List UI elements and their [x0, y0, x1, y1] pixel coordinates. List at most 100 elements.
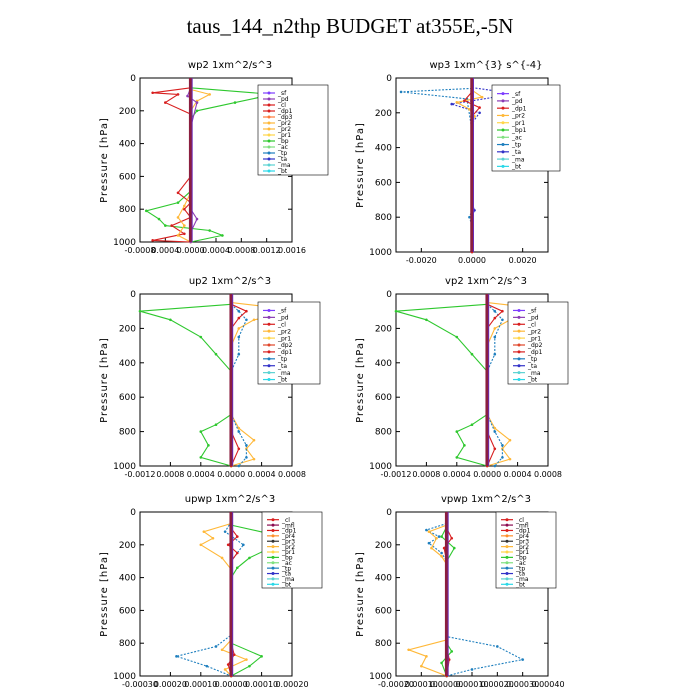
legend: _sf_pd_cl_pr2_pr1_dp2_dp1_tp_ta_ma_bt — [507, 301, 569, 385]
data-point — [450, 102, 454, 106]
x-tick-label: -0.0012 — [125, 470, 156, 479]
x-tick-label: -0.0020 — [406, 256, 437, 265]
legend-label: _mfl — [515, 522, 529, 529]
series-line-pr2 — [406, 524, 448, 677]
series-line-pr2 — [199, 522, 248, 677]
data-point — [420, 664, 423, 668]
data-point — [226, 543, 230, 547]
data-point — [151, 91, 154, 95]
legend-label: _ac — [281, 560, 292, 567]
series-line-bp — [144, 87, 274, 243]
legend-label: _ta — [511, 149, 521, 156]
y-axis-label: Pressure [hPa] — [99, 117, 110, 203]
data-point — [245, 658, 248, 661]
legend-marker — [271, 582, 275, 586]
legend-marker — [267, 315, 271, 319]
legend: _sf_pd_dp1_pr2_pr1_bp1_ac_tp_ta_ma_bt — [491, 84, 561, 172]
panel-title: up2 1xm^2/s^3 — [189, 276, 271, 287]
data-point — [437, 535, 441, 538]
legend-marker — [271, 550, 275, 554]
panel-5: upwp 1xm^2/s^3 0 200 400 600 800 1000 Pressure … — [99, 494, 323, 689]
y-tick-label: 600 — [375, 393, 392, 403]
legend-label: _pr2 — [527, 328, 541, 335]
data-point — [455, 101, 459, 104]
data-point — [493, 316, 497, 320]
data-point — [237, 309, 241, 313]
legend-marker — [505, 561, 509, 565]
legend-label: _sf — [511, 91, 521, 98]
data-point — [260, 655, 263, 658]
legend-marker — [501, 150, 505, 154]
data-point — [176, 234, 180, 237]
legend-label: _bp — [281, 555, 293, 562]
x-tick-label: 0.0008 — [156, 470, 184, 479]
data-point — [214, 352, 218, 356]
data-point — [237, 316, 241, 320]
data-point — [195, 101, 199, 104]
data-point — [176, 201, 180, 204]
data-point — [252, 438, 256, 442]
panel-4: vp2 1xm^2/s^3 0 200 400 600 800 1000 Pressure [… — [355, 276, 569, 479]
legend-marker — [267, 163, 271, 167]
data-point — [463, 444, 466, 447]
series-line-bp — [395, 303, 488, 467]
legend-marker — [501, 92, 505, 96]
data-point — [199, 456, 203, 459]
x-tick-label: 0.0016 — [278, 246, 306, 255]
legend-marker — [501, 157, 505, 161]
legend-marker — [267, 329, 271, 333]
legend-marker — [505, 518, 509, 522]
legend: _sf_pd_cl_dp1_dp3_pr2_pr2_pr1_bp_ac_tp_t… — [257, 84, 329, 176]
data-point — [508, 457, 512, 461]
data-point — [164, 101, 167, 104]
panel-title: wp3 1xm^{3} s^{-4} — [429, 60, 542, 71]
legend-label: _dp2 — [277, 342, 293, 349]
y-tick-label: 800 — [375, 639, 392, 649]
data-point — [220, 648, 224, 652]
series-line-pr2 — [455, 89, 484, 252]
legend-marker — [267, 145, 271, 149]
y-tick-label: 600 — [119, 606, 136, 616]
y-tick-label: 200 — [119, 541, 136, 551]
series-line-bp — [139, 303, 232, 467]
data-point — [242, 543, 245, 547]
panel-1: wp2 1xm^2/s^3 0 200 400 600 800 1000 Pressure [… — [99, 60, 329, 255]
data-point — [145, 209, 148, 213]
legend-marker — [501, 143, 505, 147]
x-tick-label: 0.00010 — [245, 680, 278, 689]
data-point — [470, 423, 474, 427]
legend-label: _bp — [277, 138, 289, 145]
figure-title: taus_144_n2thp BUDGET at355E,-5N — [186, 14, 514, 38]
legend-label: _dp3 — [277, 114, 293, 121]
data-point — [493, 426, 497, 430]
data-point — [183, 204, 186, 208]
legend-marker — [505, 555, 509, 559]
legend-marker — [267, 115, 271, 119]
series-line-pr2 — [177, 88, 212, 243]
legend-label: _cl — [515, 517, 524, 524]
data-point — [195, 109, 199, 113]
legend-marker — [517, 364, 521, 368]
x-tick-label: 0.0004 — [443, 470, 471, 479]
panel-3: up2 1xm^2/s^3 0 200 400 600 800 1000 Pressure [… — [99, 276, 321, 479]
y-tick-label: 800 — [119, 639, 136, 649]
x-tick-label: 0.00010 — [455, 680, 488, 689]
panel-title: upwp 1xm^2/s^3 — [185, 494, 275, 505]
series-line-tp — [424, 522, 525, 677]
legend-label: _ta — [277, 363, 287, 370]
legend-box — [507, 301, 569, 385]
legend-marker — [501, 164, 505, 168]
data-point — [440, 551, 443, 555]
data-point — [214, 423, 218, 427]
data-point — [205, 664, 209, 668]
data-point — [248, 556, 251, 560]
legend: _sf_pd_cl_pr2_pr1_dp2_dp1_tp_ta_ma_bt — [257, 301, 321, 385]
data-point — [480, 95, 484, 99]
panel-6: vpwp 1xm^2/s^3 0 200 400 600 800 1000 Pressure … — [355, 494, 565, 689]
legend-marker — [517, 371, 521, 375]
legend-marker — [501, 135, 505, 139]
legend-marker — [505, 534, 509, 538]
x-tick-label: 0.0008 — [227, 246, 255, 255]
legend-marker — [501, 128, 505, 132]
